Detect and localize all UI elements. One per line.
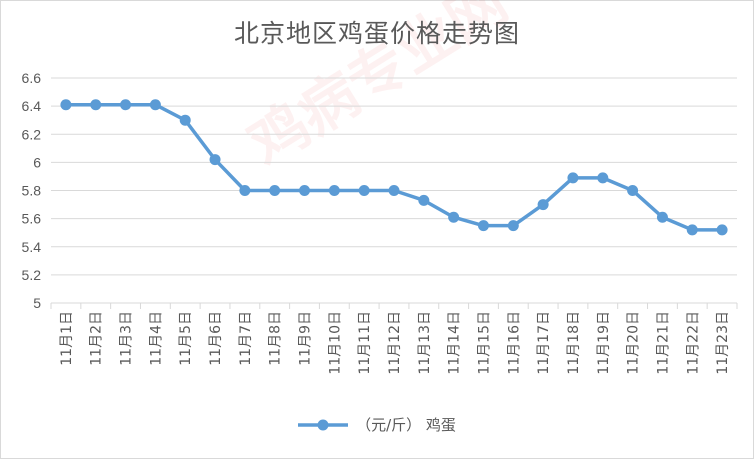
x-tick-label: 11月23日 xyxy=(715,311,731,375)
series-line-eggs xyxy=(65,102,723,232)
data-point xyxy=(60,99,72,111)
data-point xyxy=(567,172,579,184)
data-point xyxy=(418,194,430,206)
legend-line-marker-icon xyxy=(298,419,349,430)
x-tick-label: 11月12日 xyxy=(387,311,403,375)
data-point xyxy=(299,185,311,196)
x-tick-label: 11月14日 xyxy=(447,311,463,375)
x-tick-label: 11月8日 xyxy=(268,311,284,366)
y-tick-label: 5.2 xyxy=(22,267,42,283)
x-tick-label: 11月20日 xyxy=(626,311,642,375)
x-tick-label: 11月9日 xyxy=(298,311,314,366)
data-point xyxy=(90,99,102,111)
data-point xyxy=(656,211,668,223)
legend: （元/斤） 鸡蛋 xyxy=(0,414,754,435)
data-point xyxy=(149,99,161,111)
x-tick-label: 11月15日 xyxy=(476,311,492,375)
x-tick-label: 11月11日 xyxy=(357,311,373,375)
data-point xyxy=(209,154,221,166)
data-point xyxy=(388,185,400,196)
data-point xyxy=(686,224,698,236)
series-points xyxy=(60,99,728,236)
x-tick-label: 11月18日 xyxy=(566,311,582,375)
x-tick-label: 11月13日 xyxy=(417,311,433,375)
data-point xyxy=(179,114,191,126)
data-point xyxy=(358,185,370,196)
data-point xyxy=(716,224,728,236)
y-tick-label: 6.6 xyxy=(22,70,42,86)
y-tick-label: 6.4 xyxy=(22,98,42,114)
y-tick-label: 5.8 xyxy=(22,183,42,199)
x-tick-label: 11月2日 xyxy=(89,311,105,366)
data-point xyxy=(627,185,639,196)
data-point xyxy=(448,211,460,223)
y-tick-label: 5 xyxy=(33,295,41,311)
y-tick-label: 6.2 xyxy=(22,126,42,142)
chart-title: 北京地区鸡蛋价格走势图 xyxy=(233,19,520,48)
data-point xyxy=(507,220,519,232)
x-tick-label: 11月4日 xyxy=(148,311,164,366)
x-tick-label: 11月19日 xyxy=(596,311,612,375)
x-tick-label: 11月5日 xyxy=(178,311,194,366)
data-point xyxy=(239,185,251,196)
x-tick-label: 11月1日 xyxy=(59,311,75,366)
data-point xyxy=(537,199,549,211)
x-tick-label: 11月7日 xyxy=(238,311,254,366)
gridlines xyxy=(50,77,738,309)
data-point xyxy=(120,99,132,111)
y-tick-label: 6 xyxy=(33,154,41,170)
x-tick-label: 11月16日 xyxy=(506,311,522,375)
data-point xyxy=(328,185,340,196)
x-tick-label: 11月17日 xyxy=(536,311,552,375)
x-tick-label: 11月21日 xyxy=(655,311,671,375)
y-tick-label: 5.4 xyxy=(22,239,42,255)
x-tick-labels: 11月1日 11月2日 11月3日 11月4日 11月5日 11月6日 11月7日 11月8日… xyxy=(59,311,731,375)
x-tick-label: 11月3日 xyxy=(119,311,135,366)
legend-label: （元/斤） 鸡蛋 xyxy=(356,416,456,434)
y-tick-label: 5.6 xyxy=(22,211,42,227)
x-tick-label: 11月6日 xyxy=(208,311,224,366)
x-tick-label: 11月22日 xyxy=(685,311,701,375)
x-tick-label: 11月10日 xyxy=(327,311,343,375)
data-point xyxy=(597,172,609,184)
data-point xyxy=(269,185,281,196)
y-tick-labels: 5 5.2 5.4 5.6 5.8 6 6.2 6.4 6.6 xyxy=(22,70,42,311)
data-point xyxy=(477,220,489,232)
